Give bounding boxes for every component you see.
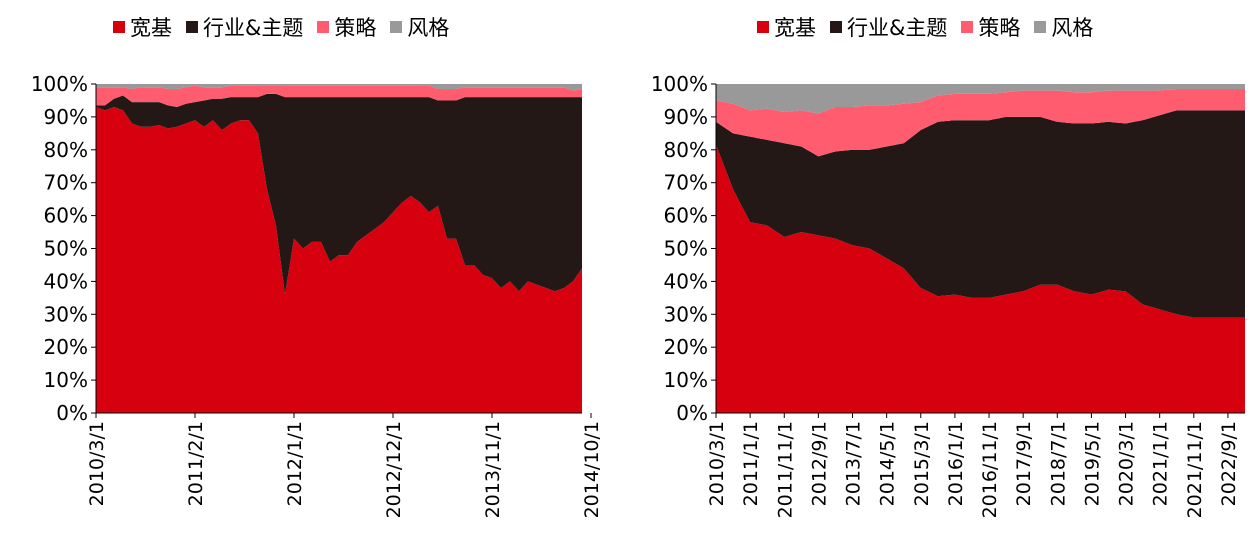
x-tick-label: 2021/1/1 — [1150, 421, 1172, 506]
x-tick-label: 2021/11/1 — [1184, 421, 1206, 518]
x-tick-label: 2011/2/1 — [185, 421, 207, 506]
x-tick-label: 2012/9/1 — [808, 421, 830, 506]
left-stacked-area-chart: 0% 10% 20% 30% 40% 50% 60% 70% 80% 90% 100% 2010/3/… — [31, 72, 603, 518]
legend-label: 行业&主题 — [847, 16, 948, 40]
area-series-4 — [96, 84, 582, 91]
area-series-3 — [96, 85, 582, 108]
right-stacked-area-chart: 0% 10% 20% 30% 40% 50% 60% 70% 80% 90% 100% 2010/3/… — [651, 72, 1245, 518]
legend-item: 行业&主题 — [186, 12, 303, 42]
y-tick-label: 30% — [44, 302, 88, 326]
x-tick-label: 2013/11/1 — [482, 421, 504, 518]
legend-swatch-icon — [317, 21, 330, 33]
legend-swatch-icon — [961, 21, 974, 33]
x-tick-label: 2012/1/1 — [284, 421, 306, 506]
x-tick-label: 2010/3/1 — [706, 421, 728, 506]
y-tick-label: 40% — [664, 269, 708, 293]
x-tick-label: 2020/3/1 — [1116, 421, 1138, 506]
x-tick-label: 2010/3/1 — [86, 421, 108, 506]
y-tick-label: 100% — [31, 72, 88, 96]
legend-item: 策略 — [317, 12, 376, 42]
right-chart-panel: 宽基 行业&主题 策略 风格 0% 10% 20% 30% 40% 50% 60% 70% 80… — [627, 0, 1254, 543]
area-series-2 — [96, 93, 582, 295]
legend-label: 策略 — [334, 16, 377, 40]
y-tick-label: 100% — [651, 72, 708, 96]
legend-label: 策略 — [978, 16, 1021, 40]
legend-label: 宽基 — [774, 16, 816, 40]
left-chart-panel: 宽基 行业&主题 策略 风格 0% 10% 20% 30% 40% 50% 60% 70% 80… — [31, 12, 603, 518]
y-tick-label: 40% — [44, 269, 88, 293]
x-tick-label: 2013/7/1 — [843, 421, 865, 506]
legend-item: 策略 — [961, 12, 1020, 42]
left-legend: 宽基 行业&主题 策略 风格 — [113, 12, 463, 42]
y-tick-label: 20% — [664, 335, 708, 359]
x-tick-label: 2011/1/1 — [740, 421, 762, 506]
y-tick-label: 60% — [664, 204, 708, 228]
y-tick-label: 80% — [44, 138, 88, 162]
area-series-3 — [716, 88, 1245, 157]
x-tick-label: 2017/9/1 — [1013, 421, 1035, 506]
legend-swatch-icon — [186, 21, 198, 33]
area-series-2 — [716, 110, 1245, 318]
y-tick-label: 10% — [664, 368, 708, 392]
y-tick-label: 70% — [44, 171, 88, 195]
legend-label: 风格 — [1051, 16, 1094, 40]
y-tick-label: 30% — [664, 302, 708, 326]
x-tick-label: 2016/11/1 — [979, 421, 1001, 518]
y-tick-label: 50% — [44, 237, 88, 261]
y-tick-label: 50% — [664, 237, 708, 261]
legend-item: 宽基 — [113, 12, 172, 42]
y-tick-label: 90% — [44, 105, 88, 129]
legend-swatch-icon — [1034, 21, 1047, 33]
y-tick-label: 90% — [664, 105, 708, 129]
y-tick-label: 70% — [664, 171, 708, 195]
y-tick-label: 10% — [44, 368, 88, 392]
legend-item: 风格 — [1034, 12, 1093, 42]
legend-item: 行业&主题 — [830, 12, 947, 42]
legend-swatch-icon — [830, 21, 842, 33]
area-series-4 — [716, 84, 1245, 114]
y-tick-label: 20% — [44, 335, 88, 359]
legend-item: 宽基 — [757, 12, 816, 42]
legend-swatch-icon — [757, 21, 769, 33]
legend-swatch-icon — [390, 21, 403, 33]
right-legend: 宽基 行业&主题 策略 风格 — [757, 12, 1107, 42]
x-tick-label: 2022/9/1 — [1218, 421, 1240, 506]
legend-swatch-icon — [113, 21, 125, 33]
area-series-1 — [96, 107, 582, 413]
legend-label: 风格 — [407, 16, 450, 40]
x-tick-label: 2019/5/1 — [1081, 421, 1103, 506]
x-tick-label: 2015/3/1 — [911, 421, 933, 506]
x-tick-label: 2012/12/1 — [383, 421, 405, 518]
y-tick-label: 0% — [56, 401, 88, 425]
x-tick-label: 2016/1/1 — [945, 421, 967, 506]
area-series-1 — [716, 144, 1245, 413]
y-tick-label: 0% — [676, 401, 708, 425]
legend-item: 风格 — [390, 12, 449, 42]
y-tick-label: 60% — [44, 204, 88, 228]
y-tick-label: 80% — [664, 138, 708, 162]
x-tick-label: 2014/5/1 — [877, 421, 899, 506]
x-tick-label: 2014/10/1 — [581, 421, 603, 518]
legend-label: 行业&主题 — [203, 16, 304, 40]
x-tick-label: 2011/11/1 — [774, 421, 796, 518]
legend-label: 宽基 — [130, 16, 172, 40]
x-tick-label: 2018/7/1 — [1047, 421, 1069, 506]
